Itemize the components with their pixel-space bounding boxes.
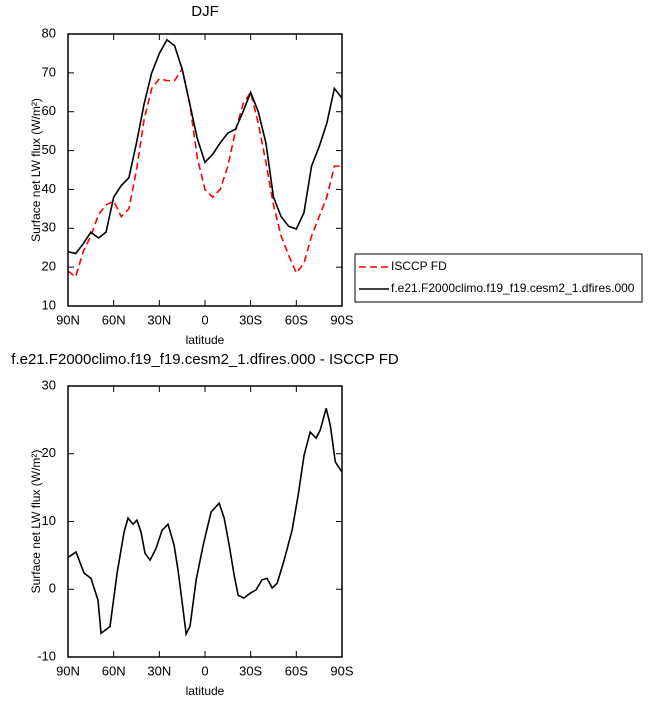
- y-axis-label: Surface net LW flux (W/m²): [29, 450, 43, 594]
- plot-frame: [67, 33, 343, 307]
- x-tick-label: 30N: [147, 312, 171, 327]
- y-tick-label: 70: [42, 64, 56, 79]
- x-axis-label: latitude: [186, 684, 225, 698]
- x-tick-label: 60S: [285, 312, 308, 327]
- y-tick-label: 20: [42, 445, 56, 460]
- data-line: [67, 38, 343, 255]
- x-tick-label: 90N: [56, 312, 80, 327]
- legend-box: [354, 253, 643, 303]
- x-axis-label: latitude: [186, 333, 225, 347]
- x-tick-label: 0: [201, 312, 208, 327]
- x-tick-label: 60S: [285, 663, 308, 678]
- x-tick-label: 30S: [239, 312, 262, 327]
- data-line: [67, 66, 342, 279]
- legend-label: f.e21.F2000climo.f19_f19.cesm2_1.dfires.…: [391, 281, 635, 295]
- y-tick-label: 40: [42, 181, 56, 196]
- plot-frame: [67, 385, 343, 658]
- x-tick-label: 90S: [330, 663, 353, 678]
- y-tick-label: 20: [42, 259, 56, 274]
- chart-title: f.e21.F2000climo.f19_f19.cesm2_1.dfires.…: [11, 351, 399, 368]
- y-tick-label: 10: [42, 297, 56, 312]
- x-tick-label: 30N: [147, 663, 171, 678]
- x-tick-label: 90S: [330, 312, 353, 327]
- y-tick-label: 10: [42, 513, 56, 528]
- y-tick-label: 30: [42, 377, 56, 392]
- y-axis-label: Surface net LW flux (W/m²): [29, 98, 43, 242]
- x-tick-label: 60N: [102, 663, 126, 678]
- x-tick-label: 30S: [239, 663, 262, 678]
- y-tick-label: 50: [42, 142, 56, 157]
- data-line: [67, 408, 343, 637]
- y-tick-label: 60: [42, 103, 56, 118]
- x-tick-label: 0: [201, 663, 208, 678]
- y-tick-label: 0: [49, 581, 56, 596]
- x-tick-label: 60N: [102, 312, 126, 327]
- legend-label: ISCCP FD: [391, 259, 447, 273]
- x-tick-label: 90N: [56, 663, 80, 678]
- chart-title: DJF: [191, 3, 219, 20]
- y-tick-label: -10: [37, 648, 56, 663]
- y-tick-label: 30: [42, 220, 56, 235]
- y-tick-label: 80: [42, 25, 56, 40]
